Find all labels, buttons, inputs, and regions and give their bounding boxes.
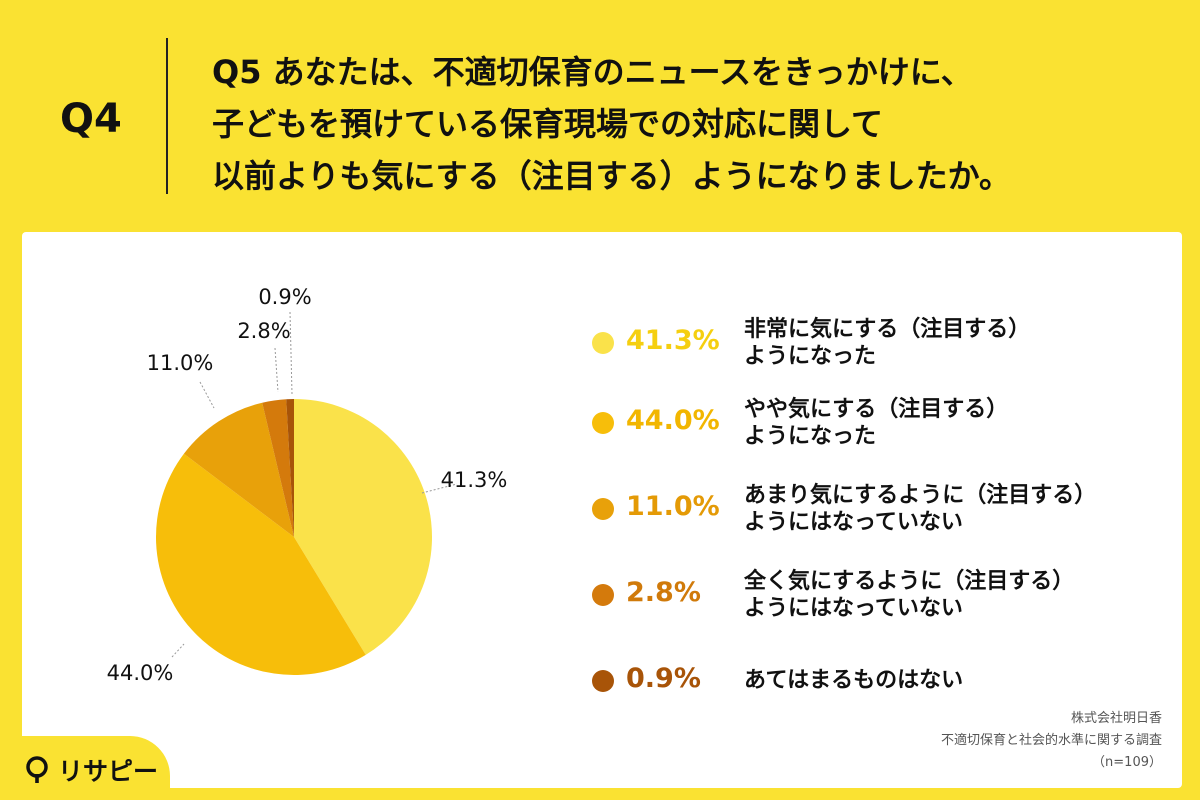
source-note: 株式会社明日香 不適切保育と社会的水準に関する調査 （n=109） xyxy=(941,708,1162,774)
source-company: 株式会社明日香 xyxy=(1070,711,1162,726)
question-number: Q4 xyxy=(60,96,122,142)
leader-line-2 xyxy=(171,643,185,658)
pin-icon xyxy=(26,756,48,783)
legend-percent-5: 0.9% xyxy=(626,663,701,694)
question-line-2: 子どもを預けている保育現場での対応に関して xyxy=(212,105,884,143)
leader-line-5 xyxy=(289,311,293,395)
pie-label-4: 2.8% xyxy=(237,319,290,343)
pie-slice-2 xyxy=(156,453,366,675)
legend-item-4: 2.8% 全く気にするように（注目する） ようにはなっていない xyxy=(592,564,1172,634)
pie-slice-5 xyxy=(286,399,294,537)
pie-label-2: 44.0% xyxy=(107,661,174,685)
legend-label-1: 非常に気にする（注目する） ようになった xyxy=(744,316,1030,370)
legend-item-5: 0.9% あてはまるものはない xyxy=(592,654,1172,724)
legend-dot-5 xyxy=(592,670,614,692)
legend-label-4-line-1: 全く気にするように（注目する） xyxy=(744,569,1075,594)
pie-label-5: 0.9% xyxy=(258,285,311,309)
source-sample-size: （n=109） xyxy=(1092,755,1162,770)
legend-dot-4 xyxy=(592,584,614,606)
header-divider xyxy=(166,38,168,194)
legend-percent-4: 2.8% xyxy=(626,577,701,608)
legend-label-5: あてはまるものはない xyxy=(744,667,963,694)
pie-slice-4 xyxy=(262,399,294,537)
legend-label-3-line-2: ようにはなっていない xyxy=(744,510,963,535)
leader-line-4 xyxy=(274,347,279,393)
legend-label-2-line-1: やや気にする（注目する） xyxy=(744,397,1009,422)
pie-label-1: 41.3% xyxy=(441,468,508,492)
legend-dot-3 xyxy=(592,498,614,520)
pie-slice-3 xyxy=(183,402,294,537)
legend-dot-2 xyxy=(592,412,614,434)
source-survey: 不適切保育と社会的水準に関する調査 xyxy=(940,733,1162,748)
question-line-1: Q5 あなたは、不適切保育のニュースをきっかけに、 xyxy=(212,53,973,91)
question-line-3: 以前よりも気にする（注目する）ようになりましたか。 xyxy=(212,157,1012,195)
legend-label-1-line-2: ようになった xyxy=(744,344,877,369)
legend-percent-2: 44.0% xyxy=(626,405,720,436)
pie-chart: 41.3% 44.0% 11.0% 2.8% 0.9% xyxy=(107,285,508,685)
logo: リサピー xyxy=(24,752,158,788)
legend-percent-1: 41.3% xyxy=(626,325,720,356)
legend-item-1: 41.3% 非常に気にする（注目する） ようになった xyxy=(592,312,1172,382)
logo-text: リサピー xyxy=(58,757,159,786)
legend-label-4: 全く気にするように（注目する） ようにはなっていない xyxy=(744,568,1074,622)
legend-label-3-line-1: あまり気にするように（注目する） xyxy=(744,483,1097,508)
legend-dot-1 xyxy=(592,332,614,354)
legend-label-4-line-2: ようにはなっていない xyxy=(744,596,963,621)
leader-line-3 xyxy=(199,381,215,409)
legend-label-3: あまり気にするように（注目する） ようにはなっていない xyxy=(744,482,1096,536)
legend-percent-3: 11.0% xyxy=(626,491,720,522)
pie-label-3: 11.0% xyxy=(147,351,214,375)
legend-label-1-line-1: 非常に気にする（注目する） xyxy=(744,317,1031,342)
legend-label-5-line-1: あてはまるものはない xyxy=(744,668,964,693)
legend-item-2: 44.0% やや気にする（注目する） ようになった xyxy=(592,392,1172,462)
pie-slice-1 xyxy=(294,399,432,655)
legend-label-2-line-2: ようになった xyxy=(744,424,877,449)
header: Q4 Q5 あなたは、不適切保育のニュースをきっかけに、 子どもを預けている保育… xyxy=(0,0,1200,230)
legend-item-3: 11.0% あまり気にするように（注目する） ようにはなっていない xyxy=(592,478,1172,548)
legend-label-2: やや気にする（注目する） ようになった xyxy=(744,396,1008,450)
chart-card: 41.3% 44.0% 11.0% 2.8% 0.9% 41.3% 非常に気にする（注目… xyxy=(22,232,1182,788)
question-text: Q5 あなたは、不適切保育のニュースをきっかけに、 子どもを預けている保育現場で… xyxy=(212,46,1011,202)
